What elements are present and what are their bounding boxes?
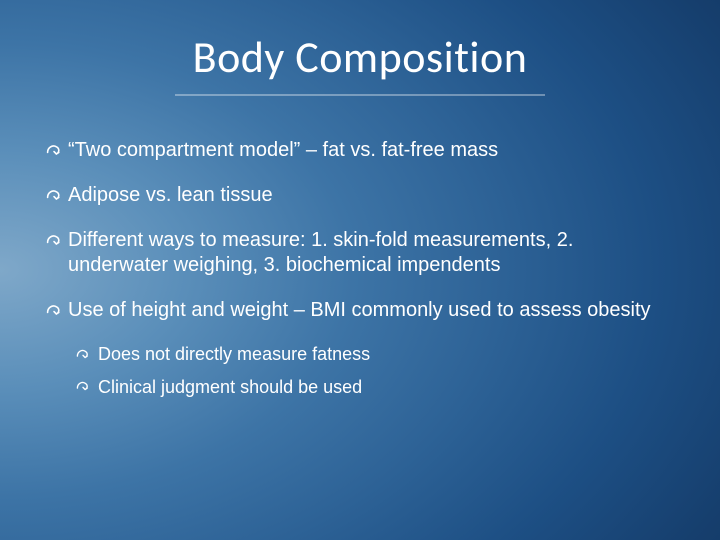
swirl-arrow-icon [46, 142, 62, 158]
bullet-item: Use of height and weight – BMI commonly … [46, 298, 660, 323]
bullet-text: Use of height and weight – BMI commonly … [68, 299, 651, 321]
swirl-arrow-icon [76, 347, 90, 361]
slide: Body Composition “Two compartment model”… [0, 0, 720, 540]
sub-bullet-item: Does not directly measure fatness [46, 343, 660, 366]
bullet-item: “Two compartment model” – fat vs. fat-fr… [46, 138, 660, 163]
swirl-arrow-icon [46, 302, 62, 318]
slide-body: “Two compartment model” – fat vs. fat-fr… [46, 138, 660, 408]
sub-bullet-text: Does not directly measure fatness [98, 344, 370, 364]
swirl-arrow-icon [46, 232, 62, 248]
bullet-item: Different ways to measure: 1. skin-fold … [46, 228, 660, 278]
bullet-text: Adipose vs. lean tissue [68, 184, 273, 206]
title-underline [175, 94, 545, 96]
swirl-arrow-icon [46, 187, 62, 203]
bullet-text: “Two compartment model” – fat vs. fat-fr… [68, 139, 498, 161]
slide-title: Body Composition [193, 30, 528, 90]
swirl-arrow-icon [76, 379, 90, 393]
sub-bullet-text: Clinical judgment should be used [98, 377, 362, 397]
bullet-item: Adipose vs. lean tissue [46, 183, 660, 208]
bullet-text: Different ways to measure: 1. skin-fold … [68, 229, 573, 276]
sub-bullet-item: Clinical judgment should be used [46, 376, 660, 399]
title-area: Body Composition [0, 30, 720, 96]
